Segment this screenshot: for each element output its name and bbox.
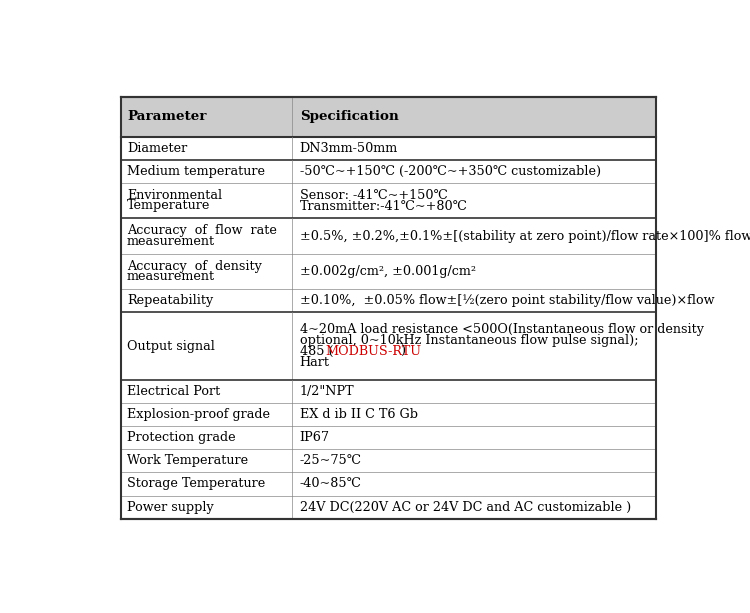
Bar: [121, 183, 656, 218]
Text: 24V DC(220V AC or 24V DC and AC customizable ): 24V DC(220V AC or 24V DC and AC customiz…: [300, 501, 631, 514]
Text: Work Temperature: Work Temperature: [127, 454, 248, 467]
Text: Storage Temperature: Storage Temperature: [127, 478, 266, 490]
Text: Accuracy  of  flow  rate: Accuracy of flow rate: [127, 224, 277, 237]
Bar: [121, 403, 656, 426]
Text: Explosion-proof grade: Explosion-proof grade: [127, 408, 270, 421]
Text: ±0.10%,  ±0.05% flow±[½(zero point stability/flow value)×flow: ±0.10%, ±0.05% flow±[½(zero point stabil…: [300, 294, 714, 307]
Text: Accuracy  of  density: Accuracy of density: [127, 260, 262, 273]
Bar: [121, 495, 656, 519]
Text: measurement: measurement: [127, 235, 215, 248]
Text: Transmitter:-41℃~+80℃: Transmitter:-41℃~+80℃: [300, 200, 467, 213]
Bar: [121, 137, 656, 160]
Text: Electrical Port: Electrical Port: [127, 385, 220, 398]
Text: ±0.002g/cm², ±0.001g/cm²: ±0.002g/cm², ±0.001g/cm²: [300, 265, 476, 278]
Text: -25~75℃: -25~75℃: [300, 454, 362, 467]
Text: Diameter: Diameter: [127, 142, 188, 154]
Bar: [121, 426, 656, 449]
Text: Output signal: Output signal: [127, 340, 215, 352]
Text: 1/2"NPT: 1/2"NPT: [300, 385, 354, 398]
Text: Power supply: Power supply: [127, 501, 214, 514]
Bar: [121, 380, 656, 403]
Text: -40~85℃: -40~85℃: [300, 478, 362, 490]
Text: Hart: Hart: [300, 356, 330, 369]
Bar: [121, 289, 656, 312]
Text: Specification: Specification: [300, 110, 398, 123]
Text: measurement: measurement: [127, 270, 215, 283]
Text: Environmental: Environmental: [127, 189, 222, 202]
Text: MODBUS-RTU: MODBUS-RTU: [326, 345, 422, 358]
Text: Medium temperature: Medium temperature: [127, 165, 265, 178]
Text: 485 (: 485 (: [300, 345, 333, 358]
Text: -50℃~+150℃ (-200℃~+350℃ customizable): -50℃~+150℃ (-200℃~+350℃ customizable): [300, 165, 601, 178]
Bar: [121, 473, 656, 495]
Text: EX d ib II C T6 Gb: EX d ib II C T6 Gb: [300, 408, 418, 421]
Text: optional, 0~10kHz Instantaneous flow pulse signal);: optional, 0~10kHz Instantaneous flow pul…: [300, 334, 638, 347]
Text: Protection grade: Protection grade: [127, 432, 236, 444]
Text: ±0.5%, ±0.2%,±0.1%±[(stability at zero point)/flow rate×100]% flow: ±0.5%, ±0.2%,±0.1%±[(stability at zero p…: [300, 229, 750, 243]
Bar: [121, 254, 656, 289]
Bar: [121, 449, 656, 473]
Bar: [121, 97, 656, 137]
Text: IP67: IP67: [300, 432, 330, 444]
Text: DN3mm-50mm: DN3mm-50mm: [300, 142, 398, 154]
Text: Parameter: Parameter: [127, 110, 206, 123]
Bar: [121, 312, 656, 380]
Text: 4~20mA load resistance <500O(Instantaneous flow or density: 4~20mA load resistance <500O(Instantaneo…: [300, 323, 704, 336]
Bar: [121, 160, 656, 183]
Bar: [121, 218, 656, 254]
Text: Repeatability: Repeatability: [127, 294, 213, 307]
Text: ): ): [400, 345, 405, 358]
Text: Temperature: Temperature: [127, 199, 211, 213]
Text: Sensor: -41℃~+150℃: Sensor: -41℃~+150℃: [300, 189, 448, 202]
